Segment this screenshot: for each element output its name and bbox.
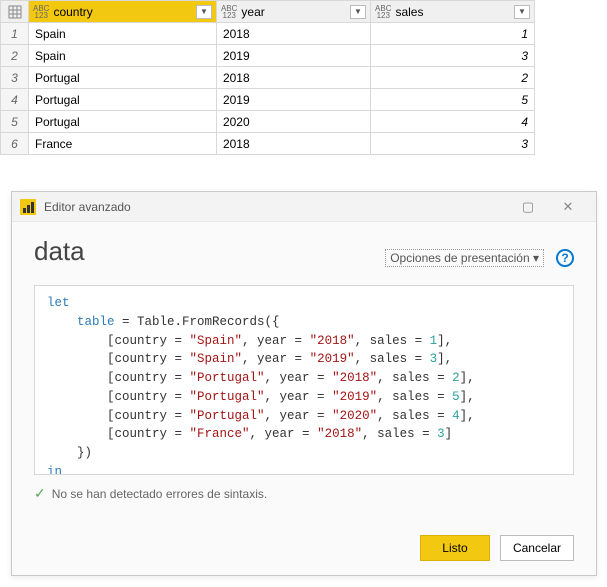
table-row[interactable]: 1Spain20181 — [1, 23, 535, 45]
cell-year[interactable]: 2019 — [216, 89, 370, 111]
cell-country[interactable]: France — [29, 133, 217, 155]
status-text: No se han detectado errores de sintaxis. — [52, 487, 267, 501]
cell-sales[interactable]: 3 — [371, 133, 535, 155]
cell-sales[interactable]: 4 — [371, 111, 535, 133]
done-button[interactable]: Listo — [420, 535, 490, 561]
display-options-link[interactable]: Opciones de presentación ▾ — [385, 249, 544, 267]
row-number: 5 — [1, 111, 29, 133]
advanced-editor-dialog: Editor avanzado ▢ ✕ data Opciones de pre… — [11, 191, 597, 576]
dialog-title: Editor avanzado — [44, 200, 131, 214]
row-number: 2 — [1, 45, 29, 67]
query-name-heading: data — [34, 236, 85, 267]
datatype-icon: ABC 123 — [33, 5, 49, 19]
table-row[interactable]: 4Portugal20195 — [1, 89, 535, 111]
row-number: 3 — [1, 67, 29, 89]
row-number: 4 — [1, 89, 29, 111]
table-row[interactable]: 6France20183 — [1, 133, 535, 155]
help-icon[interactable]: ? — [556, 249, 574, 267]
cell-sales[interactable]: 2 — [371, 67, 535, 89]
cell-year[interactable]: 2018 — [216, 133, 370, 155]
cell-country[interactable]: Portugal — [29, 67, 217, 89]
dialog-titlebar: Editor avanzado ▢ ✕ — [12, 192, 596, 222]
table-row[interactable]: 2Spain20193 — [1, 45, 535, 67]
column-header-country[interactable]: ABC 123 country ▼ — [29, 1, 217, 23]
column-header-sales[interactable]: ABC 123 sales ▼ — [371, 1, 535, 23]
filter-dropdown-icon[interactable]: ▼ — [350, 5, 366, 19]
cell-sales[interactable]: 5 — [371, 89, 535, 111]
syntax-status: ✓ No se han detectado errores de sintaxi… — [34, 485, 574, 502]
cell-country[interactable]: Spain — [29, 45, 217, 67]
check-icon: ✓ — [34, 485, 46, 502]
filter-dropdown-icon[interactable]: ▼ — [514, 5, 530, 19]
cell-year[interactable]: 2018 — [216, 23, 370, 45]
column-header-year[interactable]: ABC 123 year ▼ — [216, 1, 370, 23]
cell-year[interactable]: 2018 — [216, 67, 370, 89]
column-name: country — [53, 5, 92, 19]
close-icon[interactable]: ✕ — [548, 192, 588, 222]
cancel-button[interactable]: Cancelar — [500, 535, 574, 561]
row-number: 6 — [1, 133, 29, 155]
cell-country[interactable]: Portugal — [29, 111, 217, 133]
cell-year[interactable]: 2019 — [216, 45, 370, 67]
column-name: year — [241, 5, 264, 19]
column-name: sales — [395, 5, 423, 19]
datatype-icon: ABC 123 — [221, 5, 237, 19]
powerbi-logo-icon — [20, 199, 36, 215]
table-body: 1Spain201812Spain201933Portugal201824Por… — [1, 23, 535, 155]
datatype-icon: ABC 123 — [375, 5, 391, 19]
cell-country[interactable]: Spain — [29, 23, 217, 45]
maximize-icon[interactable]: ▢ — [508, 192, 548, 222]
table-row[interactable]: 5Portugal20204 — [1, 111, 535, 133]
code-editor[interactable]: let table = Table.FromRecords({ [country… — [34, 285, 574, 475]
cell-country[interactable]: Portugal — [29, 89, 217, 111]
table-corner-icon[interactable] — [1, 1, 29, 23]
header-row: ABC 123 country ▼ ABC 123 year ▼ — [1, 1, 535, 23]
row-number: 1 — [1, 23, 29, 45]
query-preview-table: ABC 123 country ▼ ABC 123 year ▼ — [0, 0, 535, 155]
dialog-footer: Listo Cancelar — [12, 525, 596, 575]
filter-dropdown-icon[interactable]: ▼ — [196, 5, 212, 19]
cell-sales[interactable]: 3 — [371, 45, 535, 67]
cell-year[interactable]: 2020 — [216, 111, 370, 133]
cell-sales[interactable]: 1 — [371, 23, 535, 45]
table-row[interactable]: 3Portugal20182 — [1, 67, 535, 89]
